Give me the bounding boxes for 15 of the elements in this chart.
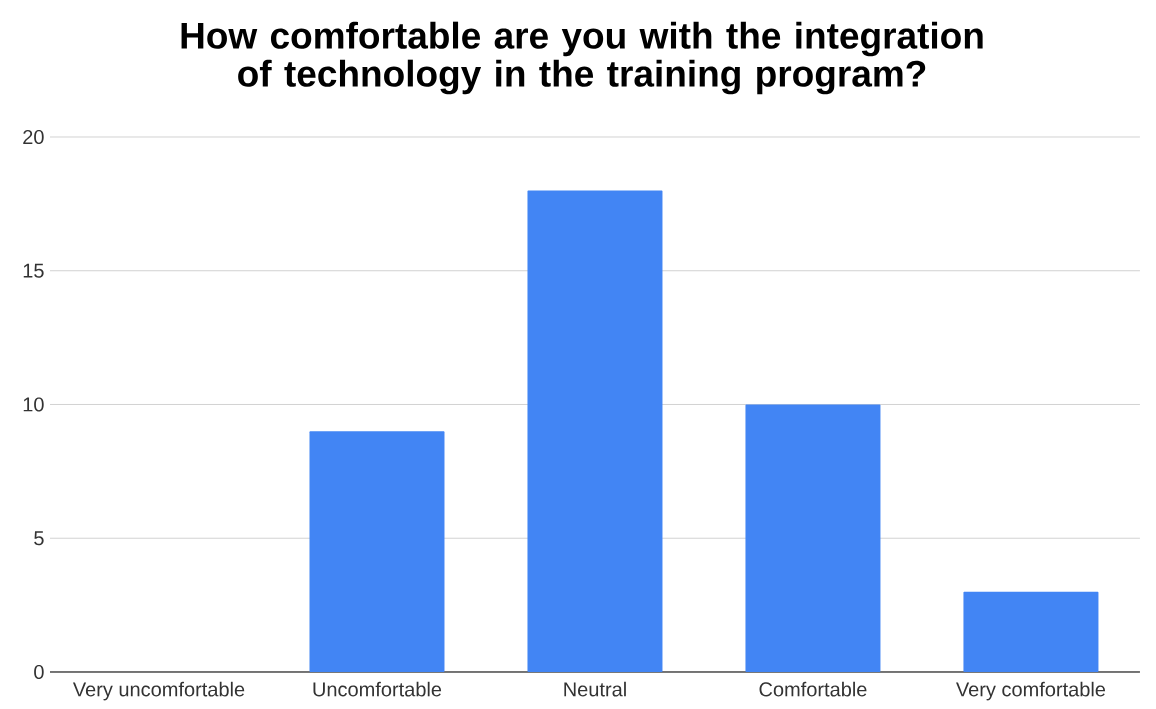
- bar: [745, 404, 881, 672]
- y-tick-label: 10: [23, 397, 44, 412]
- y-tick-label: 20: [23, 129, 44, 145]
- y-tick-label: 5: [34, 531, 44, 546]
- x-tick-label: Very comfortable: [956, 681, 1106, 701]
- x-tick-label: Uncomfortable: [313, 681, 442, 697]
- y-tick-label: 15: [23, 263, 44, 278]
- bar: [963, 591, 1099, 672]
- y-tick-label: 0: [34, 664, 44, 680]
- x-tick-label: Neutral: [564, 681, 626, 697]
- x-tick-label: Very uncomfortable: [72, 681, 245, 701]
- x-tick-label: Comfortable: [759, 681, 867, 697]
- bar: [309, 431, 445, 672]
- bar: [527, 190, 663, 672]
- chart-title: How comfortable are you with the integration of technology in the training program?: [181, 21, 983, 95]
